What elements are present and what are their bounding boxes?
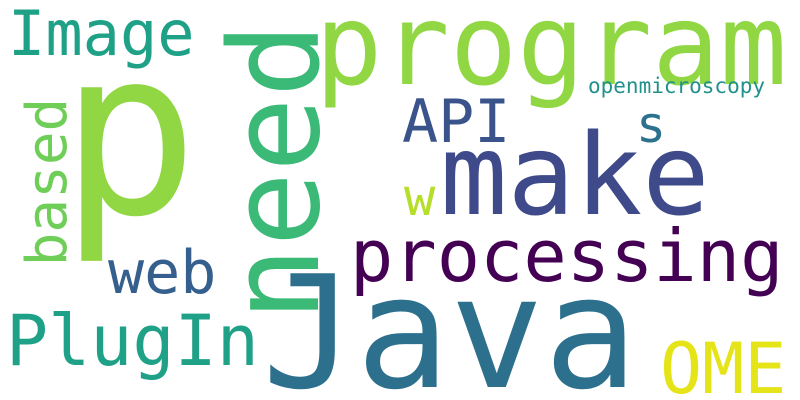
word-program: program xyxy=(315,0,788,111)
word-web: web xyxy=(108,238,217,308)
word-api: API xyxy=(402,87,511,157)
word-ome: OME xyxy=(660,328,787,400)
word-make: make xyxy=(440,111,710,241)
word-openmicroscopy: openmicroscopy xyxy=(588,74,766,98)
word-w: w xyxy=(404,168,436,228)
word-s: s xyxy=(636,96,667,154)
word-based: based xyxy=(15,97,80,267)
word-image: Image xyxy=(8,0,195,70)
word-p: p xyxy=(60,1,199,268)
word-plugin: PlugIn xyxy=(6,300,259,382)
word-processing: processing xyxy=(350,214,784,298)
word-java: Java xyxy=(262,242,638,400)
